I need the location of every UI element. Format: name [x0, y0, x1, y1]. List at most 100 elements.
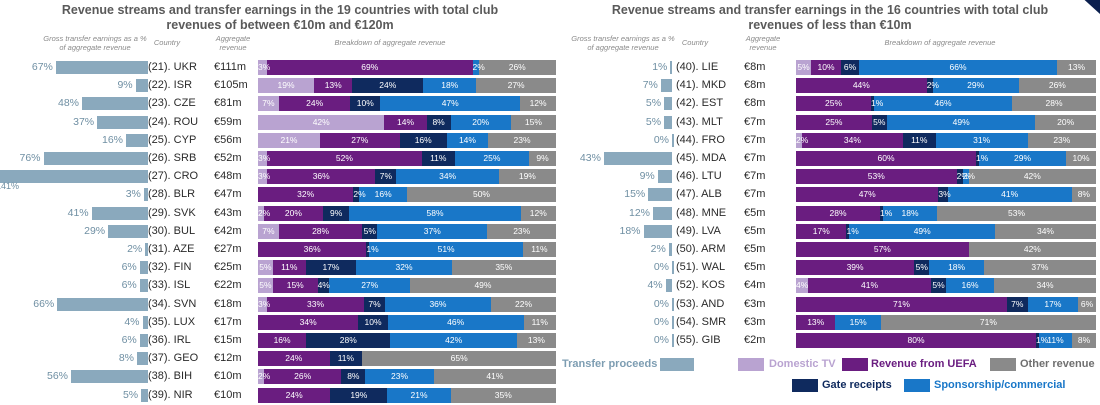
table-row: 1% (40). LIE €8m 5% 10% 6% 66% 13%	[560, 58, 1100, 77]
segment-domestic-tv: 2%	[258, 369, 270, 385]
aggregate-revenue: €4m	[744, 279, 766, 292]
table-row: 29% (30). BUL €42m 7% 28% 5% 37% 23%	[0, 222, 560, 241]
revenue-stack: 2% 20% 9% 58% 12%	[258, 205, 556, 221]
segment-domestic-tv: 2%	[796, 132, 808, 148]
segment-gate: 3%	[938, 187, 951, 203]
segment-other: 53%	[937, 205, 1096, 221]
table-row: 0% (51). WAL €5m 39% 5% 18% 37%	[560, 258, 1100, 277]
legend-label-uefa: Revenue from UEFA	[871, 358, 977, 370]
segment-sponsorship: 46%	[874, 96, 1012, 112]
segment-other: 42%	[968, 242, 1096, 257]
segment-uefa: 20%	[263, 205, 323, 221]
aggregate-revenue: €27m	[214, 243, 242, 255]
revenue-stack: 2% 26% 8% 23% 41%	[258, 369, 556, 385]
segment-gate: 10%	[350, 96, 381, 112]
table-row: 3% (28). BLR €47m 32% 2% 16% 50%	[0, 185, 560, 204]
country-label: (41). MKD	[676, 79, 727, 92]
transfer-label: 5%	[645, 97, 662, 110]
country-label: (34). SVN	[148, 297, 197, 310]
segment-sponsorship: 27%	[329, 278, 410, 294]
transfer-bar	[139, 334, 148, 347]
segment-domestic-tv: 2%	[258, 205, 270, 221]
country-label: (22). ISR	[148, 79, 193, 92]
transfer-bar	[141, 388, 148, 402]
revenue-stack: 44% 2% 29% 26%	[796, 78, 1096, 94]
country-label: (46). LTU	[676, 170, 722, 183]
table-row: 56% (38). BIH €10m 2% 26% 8% 23% 41%	[0, 367, 560, 386]
revenue-stack: 28% 1% 18% 53%	[796, 205, 1096, 221]
table-row: 2% (31). AZE €27m 36% 1% 51% 11%	[0, 240, 560, 259]
table-row: 18% (49). LVA €5m 17% 1% 49% 34%	[560, 222, 1100, 241]
segment-gate: 5%	[914, 260, 930, 276]
segment-uefa: 69%	[266, 60, 473, 75]
segment-sponsorship: 18%	[883, 205, 937, 221]
aggregate-revenue: €59m	[214, 115, 242, 128]
segment-domestic-tv: 3%	[258, 151, 270, 166]
segment-domestic-tv: 3%	[258, 169, 270, 185]
legend-label-transfer: Transfer proceeds	[562, 358, 658, 370]
transfer-bar	[55, 61, 148, 74]
segment-uefa: 13%	[796, 314, 836, 330]
segment-gate: 1%	[880, 205, 892, 221]
legend-swatch-domestic-tv	[738, 358, 764, 371]
transfer-bar	[43, 152, 148, 165]
aggregate-revenue: €17m	[214, 315, 242, 328]
segment-domestic-tv: 7%	[258, 223, 279, 239]
segment-uefa: 24%	[258, 387, 331, 403]
segment-sponsorship: 31%	[935, 132, 1028, 148]
segment-other: 8%	[1071, 187, 1096, 203]
segment-uefa: 71%	[796, 296, 1007, 312]
segment-sponsorship: 21%	[387, 387, 451, 403]
segment-uefa: 80%	[796, 333, 1036, 348]
segment-uefa: 24%	[258, 351, 330, 367]
segment-gate: 5%	[362, 223, 378, 239]
legend-label-gate: Gate receipts	[822, 379, 892, 391]
panel-title: Revenue streams and transfer earnings in…	[611, 3, 1049, 32]
segment-uefa: 52%	[266, 151, 422, 166]
transfer-label: 4%	[124, 315, 140, 328]
transfer-label: 141%	[0, 181, 20, 192]
header-aggregate: Aggregate revenue	[215, 34, 251, 52]
country-label: (42). EST	[676, 97, 724, 110]
table-row: 76% (26). SRB €52m 3% 52% 11% 25% 9%	[0, 149, 560, 168]
transfer-label: 2%	[650, 243, 666, 255]
transfer-label: 9%	[117, 79, 133, 92]
transfer-bar	[648, 188, 672, 202]
revenue-stack: 7% 24% 10% 47% 12%	[258, 96, 556, 112]
segment-gate: 24%	[352, 78, 424, 94]
revenue-stack: 60% 1% 29% 10%	[796, 151, 1096, 166]
segment-gate: 4%	[317, 278, 330, 294]
segment-gate: 1%	[1036, 333, 1048, 348]
table-row: 9% (22). ISR €105m 19% 13% 24% 18% 27%	[0, 76, 560, 95]
segment-other: 71%	[880, 314, 1096, 330]
revenue-stack: 25% 5% 49% 20%	[796, 114, 1096, 130]
table-row: 0% (44). FRO €7m 2% 34% 11% 31% 23%	[560, 131, 1100, 150]
revenue-stack: 4% 41% 5% 16% 34%	[796, 278, 1096, 294]
country-label: (23). CZE	[148, 97, 196, 110]
aggregate-revenue: €48m	[214, 170, 242, 183]
transfer-bar	[126, 133, 148, 147]
segment-other: 22%	[491, 296, 556, 312]
transfer-bar	[672, 261, 674, 275]
aggregate-revenue: €3m	[744, 315, 766, 328]
segment-sponsorship: 23%	[365, 369, 434, 385]
aggregate-revenue: €47m	[214, 188, 242, 201]
aggregate-revenue: €42m	[214, 224, 242, 237]
country-label: (50). ARM	[676, 243, 726, 255]
country-label: (29). SVK	[148, 206, 196, 219]
revenue-stack: 5% 10% 6% 66% 13%	[796, 60, 1096, 75]
segment-gate: 11%	[329, 351, 363, 367]
revenue-stack: 3% 33% 7% 36% 22%	[258, 296, 556, 312]
segment-uefa: 36%	[258, 242, 367, 257]
aggregate-revenue: €52m	[214, 152, 242, 164]
segment-gate: 7%	[375, 169, 397, 185]
transfer-label: 48%	[57, 97, 79, 110]
transfer-bar	[145, 243, 148, 256]
transfer-label: 37%	[73, 115, 95, 128]
segment-gate: 11%	[902, 132, 936, 148]
header-country: Country	[681, 38, 709, 47]
revenue-stack: 19% 13% 24% 18% 27%	[258, 78, 556, 94]
segment-sponsorship: 34%	[396, 169, 499, 185]
table-row: 8% (37). GEO €12m 24% 11% 65%	[0, 349, 560, 368]
transfer-label: 29%	[84, 224, 106, 237]
